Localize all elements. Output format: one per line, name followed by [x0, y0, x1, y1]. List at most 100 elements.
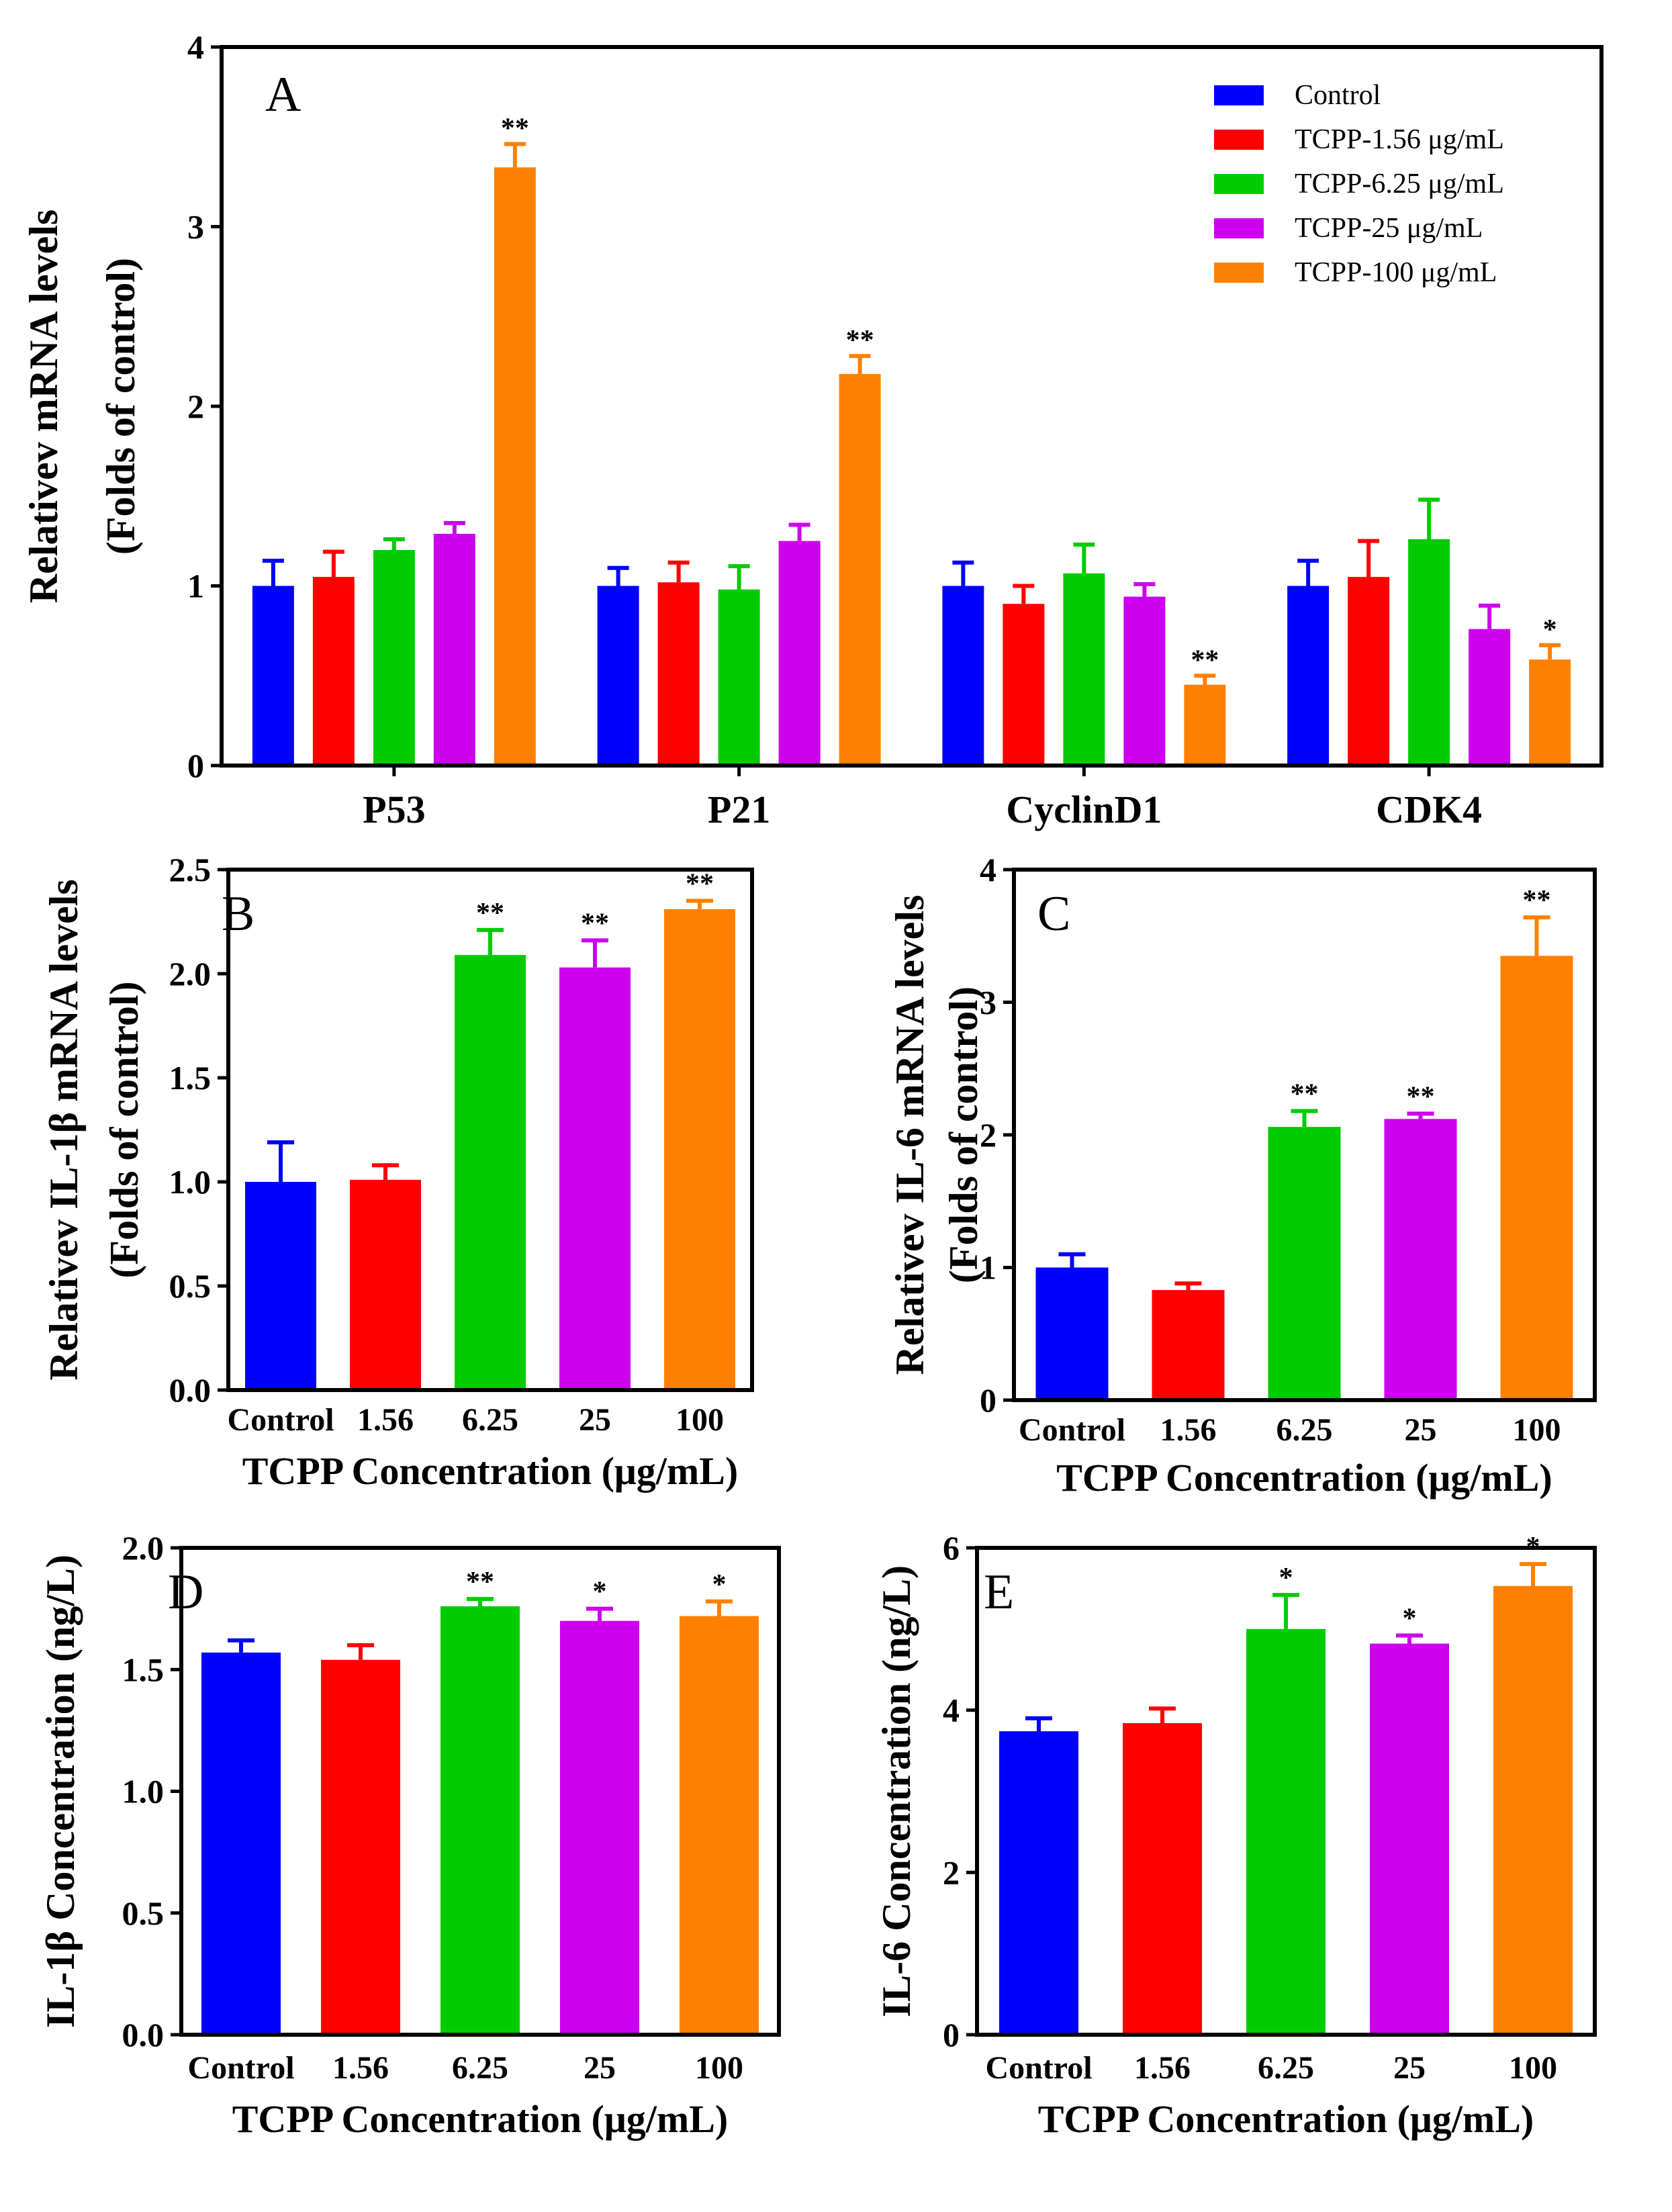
bar	[1529, 659, 1571, 766]
y-axis-label: Relativev IL-6 mRNA levels	[888, 895, 932, 1375]
y-tick-label: 1.0	[122, 1773, 165, 1810]
category-label: 1.56	[357, 1402, 414, 1438]
y-tick-label: 2.5	[169, 851, 212, 888]
y-tick-label: 3	[187, 208, 204, 246]
y-tick-label: 0	[980, 1381, 996, 1419]
y-tick-label: 4	[943, 1692, 960, 1729]
category-label: 25	[579, 1402, 611, 1438]
category-label: 25	[584, 2050, 616, 2086]
x-axis-label: TCPP Concentration (μg/mL)	[1056, 1456, 1552, 1500]
panel-letter: D	[168, 1565, 203, 1620]
significance-marker: *	[1403, 1604, 1417, 1634]
category-label: 1.56	[1160, 1412, 1217, 1448]
significance-marker: **	[501, 113, 529, 144]
bar	[778, 541, 821, 766]
bar	[1287, 586, 1330, 766]
y-tick-label: 2	[980, 1116, 996, 1154]
category-label: Control	[1019, 1412, 1125, 1448]
plot-frame	[179, 1546, 781, 2037]
panel-b: 0.0 0.5 1.0 1.5 2.0 2.5 Relativev IL-1β mRNA l…	[42, 851, 754, 1493]
category-label: 6.25	[1276, 1412, 1333, 1448]
legend-label: TCPP-100 μg/mL	[1295, 257, 1497, 288]
x-axis-label: TCPP Concentration (μg/mL)	[1038, 2097, 1534, 2141]
y-tick-label: 2	[187, 387, 204, 425]
plot-frame	[226, 868, 754, 1392]
x-axis-label: TCPP Concentration (μg/mL)	[242, 1449, 738, 1493]
bar	[1246, 1628, 1326, 2035]
significance-marker: **	[581, 908, 609, 939]
significance-marker: **	[846, 325, 874, 356]
y-axis-label: IL-1β Concentration (ng/L)	[38, 1555, 83, 2028]
significance-marker: **	[1407, 1081, 1435, 1112]
category-label: 6.25	[1258, 2050, 1314, 2086]
category-label: 6.25	[462, 1402, 518, 1438]
plot-frame	[1012, 868, 1597, 1402]
bar	[1003, 604, 1045, 766]
y-tick-label: 0.5	[169, 1267, 212, 1305]
y-axis-label: Relativev IL-1β mRNA levels	[42, 879, 86, 1380]
bar	[718, 589, 760, 766]
plot-frame	[220, 45, 1604, 768]
y-tick-label: 2.0	[122, 1529, 165, 1567]
category-label: CyclinD1	[1006, 788, 1162, 831]
category-label: 100	[695, 2050, 743, 2086]
bar	[1035, 1267, 1109, 1400]
panel-a: 0 1 2 3 4 Relativev mRNA levels (Folds of cont…	[21, 28, 1604, 831]
legend-label: TCPP-6.25 μg/mL	[1295, 169, 1504, 199]
significance-marker: *	[593, 1577, 607, 1608]
bar	[1123, 1723, 1202, 2035]
category-label: 6.25	[452, 2050, 508, 2086]
category-label: Control	[187, 2050, 294, 2086]
bar	[440, 1606, 520, 2035]
panel-letter: C	[1037, 886, 1070, 941]
significance-marker: **	[686, 869, 714, 900]
panel-e: 0 2 4 6 IL-6 Concentration (ng/L) E Control 1.5…	[874, 1529, 1597, 2141]
significance-marker: *	[1279, 1563, 1293, 1594]
y-tick-label: 1	[187, 567, 204, 605]
legend-swatch	[1214, 218, 1264, 238]
legend-label: TCPP-25 μg/mL	[1295, 213, 1483, 244]
bar	[999, 1731, 1078, 2035]
category-label: 100	[676, 1402, 724, 1438]
y-tick-label: 1	[980, 1249, 996, 1287]
category-label: 1.56	[1134, 2050, 1191, 2086]
bar	[373, 550, 415, 766]
category-label: 25	[1393, 2050, 1426, 2086]
bar	[312, 577, 355, 766]
legend: Control TCPP-1.56 μg/mL TCPP-6.25 μg/mL TCP…	[1214, 80, 1504, 288]
significance-marker: *	[712, 1569, 727, 1600]
y-tick-label: 1.0	[169, 1163, 212, 1201]
panel-d: 0.0 0.5 1.0 1.5 2.0 IL-1β Concentration (ng/L…	[38, 1529, 781, 2141]
bar	[559, 967, 631, 1390]
bar	[455, 955, 526, 1390]
category-label: P53	[363, 788, 425, 831]
significance-marker: **	[1523, 885, 1551, 916]
y-axis-label: Relativev mRNA levels	[21, 210, 66, 604]
y-axis-label: (Folds of control)	[102, 981, 146, 1278]
significance-marker: **	[1291, 1078, 1319, 1109]
bar	[1152, 1290, 1225, 1400]
y-tick-label: 1.5	[169, 1059, 212, 1097]
legend-label: TCPP-1.56 μg/mL	[1295, 124, 1504, 155]
bar	[1408, 539, 1450, 766]
y-axis-label: (Folds of control)	[99, 258, 143, 555]
category-label: 25	[1405, 1412, 1437, 1448]
bar	[680, 1616, 759, 2035]
legend-label: Control	[1295, 80, 1381, 111]
y-tick-label: 0	[943, 2016, 960, 2054]
y-tick-label: 0.5	[122, 1894, 165, 1932]
significance-marker: *	[1543, 614, 1557, 645]
plot-frame	[975, 1546, 1597, 2037]
bar	[321, 1659, 400, 2035]
y-tick-label: 1.5	[122, 1651, 165, 1688]
category-label: 100	[1513, 1412, 1561, 1448]
bar	[1063, 573, 1105, 766]
bar	[942, 586, 984, 766]
bar	[1493, 1585, 1573, 2035]
y-tick-label: 4	[187, 28, 204, 66]
bar	[560, 1620, 639, 2035]
bar	[201, 1652, 281, 2035]
category-label: 100	[1509, 2050, 1557, 2086]
bar	[252, 586, 294, 766]
bar	[245, 1182, 316, 1390]
